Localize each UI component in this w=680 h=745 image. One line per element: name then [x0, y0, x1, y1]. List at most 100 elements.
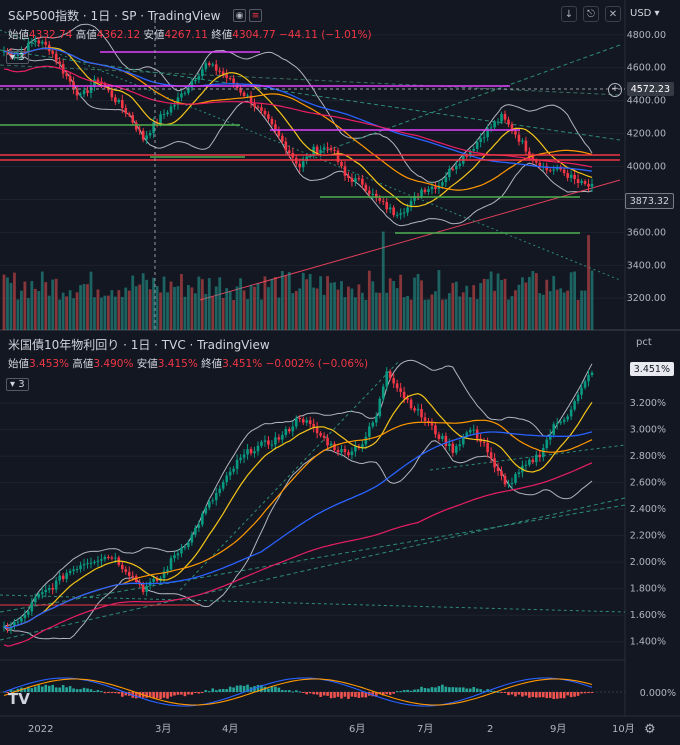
candle-body — [559, 421, 562, 424]
volume-bar — [507, 299, 510, 330]
macd-histogram-bar — [281, 690, 284, 692]
volume-bar — [291, 293, 295, 330]
trend-line — [0, 64, 621, 96]
macd-histogram-bar — [100, 691, 103, 693]
volume-bar — [280, 271, 284, 330]
trend-line — [299, 44, 621, 161]
time-axis-label: 10月 — [612, 723, 635, 735]
candle-body — [493, 121, 496, 128]
trend-line — [179, 359, 401, 591]
volume-bar — [392, 280, 396, 330]
volume-bar — [124, 287, 128, 330]
macd-histogram-bar — [120, 692, 124, 697]
candle-body — [47, 587, 51, 590]
candle-body — [500, 471, 503, 476]
volume-bar — [82, 284, 86, 330]
candle-body — [493, 458, 496, 468]
volume-bar — [200, 279, 204, 330]
volume-bar — [360, 292, 364, 330]
candle-body — [569, 174, 573, 178]
volume-bar — [228, 291, 232, 330]
eye-icon[interactable]: ◉ — [233, 9, 246, 22]
macd-histogram-bar — [413, 689, 416, 692]
macd-histogram-bar — [65, 687, 68, 692]
bottom-indicator-toggle[interactable]: ▾ 3 — [6, 378, 29, 391]
candle-body — [61, 63, 65, 74]
candle-body — [434, 425, 437, 435]
candle-body — [437, 434, 441, 439]
macd-histogram-bar — [103, 692, 107, 694]
bottom-last-price: 3.451% — [629, 362, 674, 376]
volume-bar — [437, 270, 441, 330]
candle-body — [145, 585, 148, 592]
macd-histogram-bar — [336, 692, 340, 697]
settings-gear-icon[interactable]: ⚙ — [644, 722, 656, 737]
volume-bar — [566, 290, 570, 330]
candle-body — [58, 61, 61, 64]
volume-bar — [510, 296, 514, 330]
candle-body — [96, 79, 100, 82]
candle-body — [68, 75, 72, 82]
currency-selector[interactable]: USD ▾ — [630, 8, 660, 19]
candle-body — [458, 444, 462, 447]
volume-bar — [482, 278, 486, 330]
volume-bar — [183, 296, 187, 330]
macd-histogram-bar — [246, 684, 249, 692]
candle-body — [531, 459, 535, 463]
candle-body — [552, 424, 556, 435]
top-indicator-toggle[interactable]: ▾ 3 — [6, 51, 29, 64]
macd-histogram-bar — [89, 689, 93, 692]
macd-histogram-bar — [110, 692, 114, 694]
candle-body — [545, 166, 549, 171]
macd-histogram-bar — [51, 684, 55, 692]
candle-body — [468, 150, 472, 157]
price-tick-label: 2.200% — [630, 531, 666, 542]
candle-body — [54, 580, 58, 590]
volume-bar — [232, 299, 236, 330]
macd-histogram-bar — [214, 690, 218, 692]
macd-histogram-bar — [545, 692, 549, 699]
macd-histogram-bar — [569, 692, 573, 698]
volume-bar — [138, 284, 142, 330]
macd-histogram-bar — [190, 692, 194, 695]
add-plus-icon[interactable]: + — [608, 83, 622, 97]
candle-body — [201, 69, 204, 77]
candle-body — [218, 488, 222, 494]
candle-body — [350, 451, 354, 456]
candle-body — [89, 562, 93, 564]
candle-body — [176, 553, 180, 556]
candle-body — [100, 559, 103, 561]
macd-histogram-bar — [9, 689, 13, 692]
candle-body — [284, 429, 288, 435]
candle-body — [465, 155, 469, 157]
candle-body — [381, 200, 385, 202]
macd-histogram-bar — [72, 688, 75, 692]
macd-histogram-bar — [145, 692, 148, 698]
time-axis-label: 6月 — [349, 723, 365, 735]
candle-body — [420, 189, 423, 197]
candle-body — [388, 207, 392, 210]
volume-bar — [19, 290, 23, 330]
time-axis-label: 9月 — [550, 723, 566, 735]
macd-histogram-bar — [517, 692, 521, 695]
volume-bar — [93, 297, 96, 330]
candle-body — [413, 196, 416, 201]
candle-body — [326, 147, 329, 149]
arrow-down-icon[interactable]: ↓ — [561, 6, 577, 22]
candle-body — [475, 141, 479, 149]
alert-icon[interactable]: ≡ — [249, 9, 262, 22]
candle-body — [587, 183, 590, 187]
close-icon[interactable]: ✕ — [605, 6, 621, 22]
macd-histogram-bar — [423, 688, 427, 692]
price-tick-label: 3400.00 — [627, 260, 666, 271]
time-axis-label: 3月 — [155, 723, 171, 735]
candle-body — [23, 51, 27, 53]
volume-bar — [239, 278, 242, 330]
candle-body — [79, 94, 82, 96]
volume-bar — [214, 286, 218, 330]
candle-body — [162, 571, 166, 579]
macd-histogram-bar — [395, 691, 399, 693]
restore-icon[interactable]: ⎋ — [583, 6, 599, 22]
candle-body — [27, 42, 30, 52]
